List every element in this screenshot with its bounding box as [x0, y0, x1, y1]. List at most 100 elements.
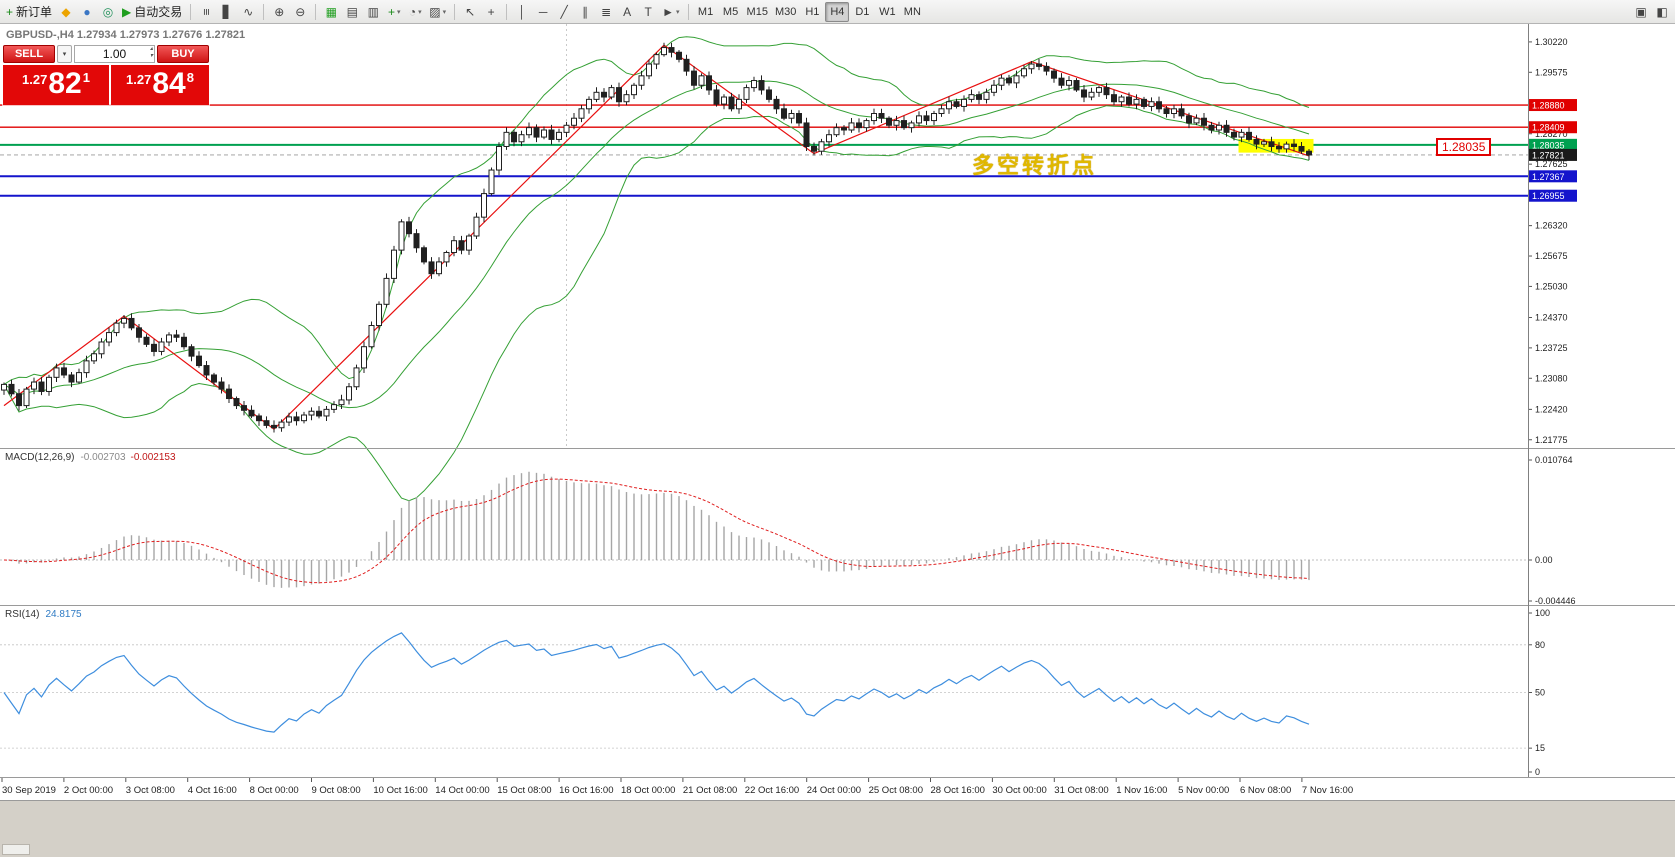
- cascade-windows-button[interactable]: ▥: [363, 2, 383, 22]
- candlestick-chart-icon: ▋: [222, 4, 232, 19]
- zoom-out-button[interactable]: ⊖: [290, 2, 310, 22]
- timeframe-mn-button[interactable]: MN: [903, 5, 921, 18]
- timeframe-m5-button[interactable]: M5: [722, 5, 739, 18]
- mql5-icon: ◎: [102, 4, 114, 19]
- toolbar-separator: [454, 3, 456, 20]
- svg-text:0.010764: 0.010764: [1535, 455, 1573, 465]
- trendline-button[interactable]: ╱: [554, 2, 574, 22]
- toolbar-separator: [263, 3, 265, 20]
- toolbar-separator: [315, 3, 317, 20]
- templates-button[interactable]: ▨ ▾: [426, 2, 449, 22]
- buy-price-display[interactable]: 1.27 84 8: [111, 65, 209, 105]
- zoom-in-button[interactable]: ⊕: [269, 2, 289, 22]
- trendline-icon: ╱: [560, 4, 568, 19]
- chevron-down-icon: ▾: [676, 8, 680, 16]
- vertical-line-button[interactable]: │: [512, 2, 532, 22]
- line-chart-icon: ∿: [243, 4, 254, 19]
- svg-text:10 Oct 16:00: 10 Oct 16:00: [373, 785, 427, 796]
- sell-price-pip: 1: [82, 70, 90, 85]
- svg-text:0.00: 0.00: [1535, 555, 1553, 565]
- arrows-icon: ►: [662, 4, 675, 19]
- periods-button[interactable]: ◔ ▾: [405, 2, 425, 22]
- timeframe-d1-button[interactable]: D1: [855, 5, 870, 18]
- macd-signal-line: [3, 478, 1310, 584]
- arrows-button[interactable]: ► ▾: [659, 2, 682, 22]
- new-order-button[interactable]: + 新订单: [3, 2, 55, 22]
- text-label-button[interactable]: T: [638, 2, 658, 22]
- chat-button[interactable]: ◧: [1652, 2, 1672, 22]
- crosshair-button[interactable]: +: [481, 2, 501, 22]
- svg-text:1.28035: 1.28035: [1532, 140, 1565, 150]
- timeframe-h1-button[interactable]: H1: [805, 5, 820, 18]
- fibonacci-icon: ≣: [601, 4, 612, 19]
- sell-price-display[interactable]: 1.27 82 1: [3, 65, 109, 105]
- svg-text:1.25030: 1.25030: [1535, 281, 1568, 291]
- svg-text:25 Oct 08:00: 25 Oct 08:00: [869, 785, 923, 796]
- volume-input[interactable]: 1.00 ▴ ▾: [74, 45, 155, 63]
- svg-text:22 Oct 16:00: 22 Oct 16:00: [745, 785, 799, 796]
- timeframe-m15-button[interactable]: M15: [746, 5, 768, 18]
- chart-workspace: 1.30220 1.29575 1.28270 1.27625 1.26320 1.256…: [0, 24, 1675, 857]
- chart-canvas[interactable]: 1.30220 1.29575 1.28270 1.27625 1.26320 1.256…: [0, 24, 1675, 857]
- toolbox-button[interactable]: ▣: [1631, 2, 1651, 22]
- new-order-icon: +: [6, 4, 14, 19]
- bollinger-lower-band: [3, 105, 1310, 502]
- svg-text:24 Oct 00:00: 24 Oct 00:00: [807, 785, 861, 796]
- svg-text:18 Oct 00:00: 18 Oct 00:00: [621, 785, 675, 796]
- spinner-up-icon[interactable]: ▴: [149, 46, 153, 52]
- svg-text:1 Nov 16:00: 1 Nov 16:00: [1116, 785, 1167, 796]
- buy-button[interactable]: BUY: [157, 45, 209, 63]
- price-level-badge: [1529, 170, 1577, 183]
- candlestick-mode-button[interactable]: ▋: [217, 2, 237, 22]
- price-level-badge: [1529, 148, 1577, 161]
- chevron-down-icon: ▾: [442, 8, 447, 16]
- channel-icon: ∥: [582, 4, 589, 19]
- order-type-dropdown-button[interactable]: ▾: [57, 45, 72, 63]
- toolbox-icon: ▣: [1635, 4, 1647, 19]
- timeframe-m1-button[interactable]: M1: [697, 5, 714, 18]
- svg-text:1.30220: 1.30220: [1535, 37, 1568, 47]
- macd-value-signal: -0.002153: [130, 452, 176, 463]
- community-button[interactable]: ●: [77, 2, 97, 22]
- svg-text:2 Oct 00:00: 2 Oct 00:00: [64, 785, 113, 796]
- timeframe-m30-button[interactable]: M30: [774, 5, 797, 18]
- time-axis: 30 Sep 2019 2 Oct 00:00 3 Oct 08:00 4 Oct 1…: [1, 778, 1353, 796]
- text-button[interactable]: A: [617, 2, 637, 22]
- tile-windows-button[interactable]: ▤: [342, 2, 362, 22]
- alerts-button[interactable]: ◆: [56, 2, 76, 22]
- fibonacci-button[interactable]: ≣: [596, 2, 616, 22]
- new-chart-button[interactable]: ▦: [321, 2, 341, 22]
- indicators-button[interactable]: + ▾: [384, 2, 404, 22]
- sell-button[interactable]: SELL: [3, 45, 55, 63]
- svg-text:1.26320: 1.26320: [1535, 221, 1568, 231]
- timeframe-w1-button[interactable]: W1: [879, 5, 896, 18]
- toolbar-separator: [687, 3, 689, 20]
- channel-button[interactable]: ∥: [575, 2, 595, 22]
- bar-chart-mode-button[interactable]: ≡: [196, 2, 216, 22]
- one-click-trading-panel: SELL ▾ 1.00 ▴ ▾ BUY 1.27 82 1: [2, 44, 210, 106]
- svg-text:1.26955: 1.26955: [1532, 191, 1565, 201]
- svg-text:50: 50: [1535, 688, 1545, 698]
- autotrading-button-label: 自动交易: [134, 5, 183, 19]
- sell-price-prefix: 1.27: [22, 72, 48, 87]
- cursor-button[interactable]: ↖: [460, 2, 480, 22]
- spinner-down-icon[interactable]: ▾: [149, 53, 153, 59]
- mql5-button[interactable]: ◎: [98, 2, 118, 22]
- line-chart-mode-button[interactable]: ∿: [238, 2, 258, 22]
- status-mini-box: [2, 844, 30, 855]
- chevron-down-icon: ▾: [418, 8, 422, 16]
- svg-text:8 Oct 00:00: 8 Oct 00:00: [250, 785, 299, 796]
- horizontal-line-icon: ─: [538, 4, 548, 19]
- price-callout-label: 1.28035: [1436, 138, 1492, 156]
- main-toolbar: + 新订单 ◆ ● ◎ ▶ 自动交易 ≡ ▋ ∿ ⊕ ⊖ ▦ ▤ ▥ + ▾ ◔ ▾ ▨ ▾ ↖ + │ ─ ╱ ∥ ≣ A T ► ▾ M1 M…: [0, 0, 1675, 24]
- svg-text:30 Oct 00:00: 30 Oct 00:00: [992, 785, 1046, 796]
- svg-text:14 Oct 00:00: 14 Oct 00:00: [435, 785, 489, 796]
- horizontal-line-button[interactable]: ─: [533, 2, 553, 22]
- grid-icon: ▦: [325, 4, 337, 19]
- autotrading-button[interactable]: ▶ 自动交易: [119, 2, 185, 22]
- svg-text:0: 0: [1535, 767, 1540, 777]
- bollinger-middle-band: [3, 80, 1310, 409]
- volume-spinner[interactable]: ▴ ▾: [150, 46, 153, 60]
- svg-text:15: 15: [1535, 743, 1545, 753]
- timeframe-h4-button[interactable]: H4: [825, 1, 850, 22]
